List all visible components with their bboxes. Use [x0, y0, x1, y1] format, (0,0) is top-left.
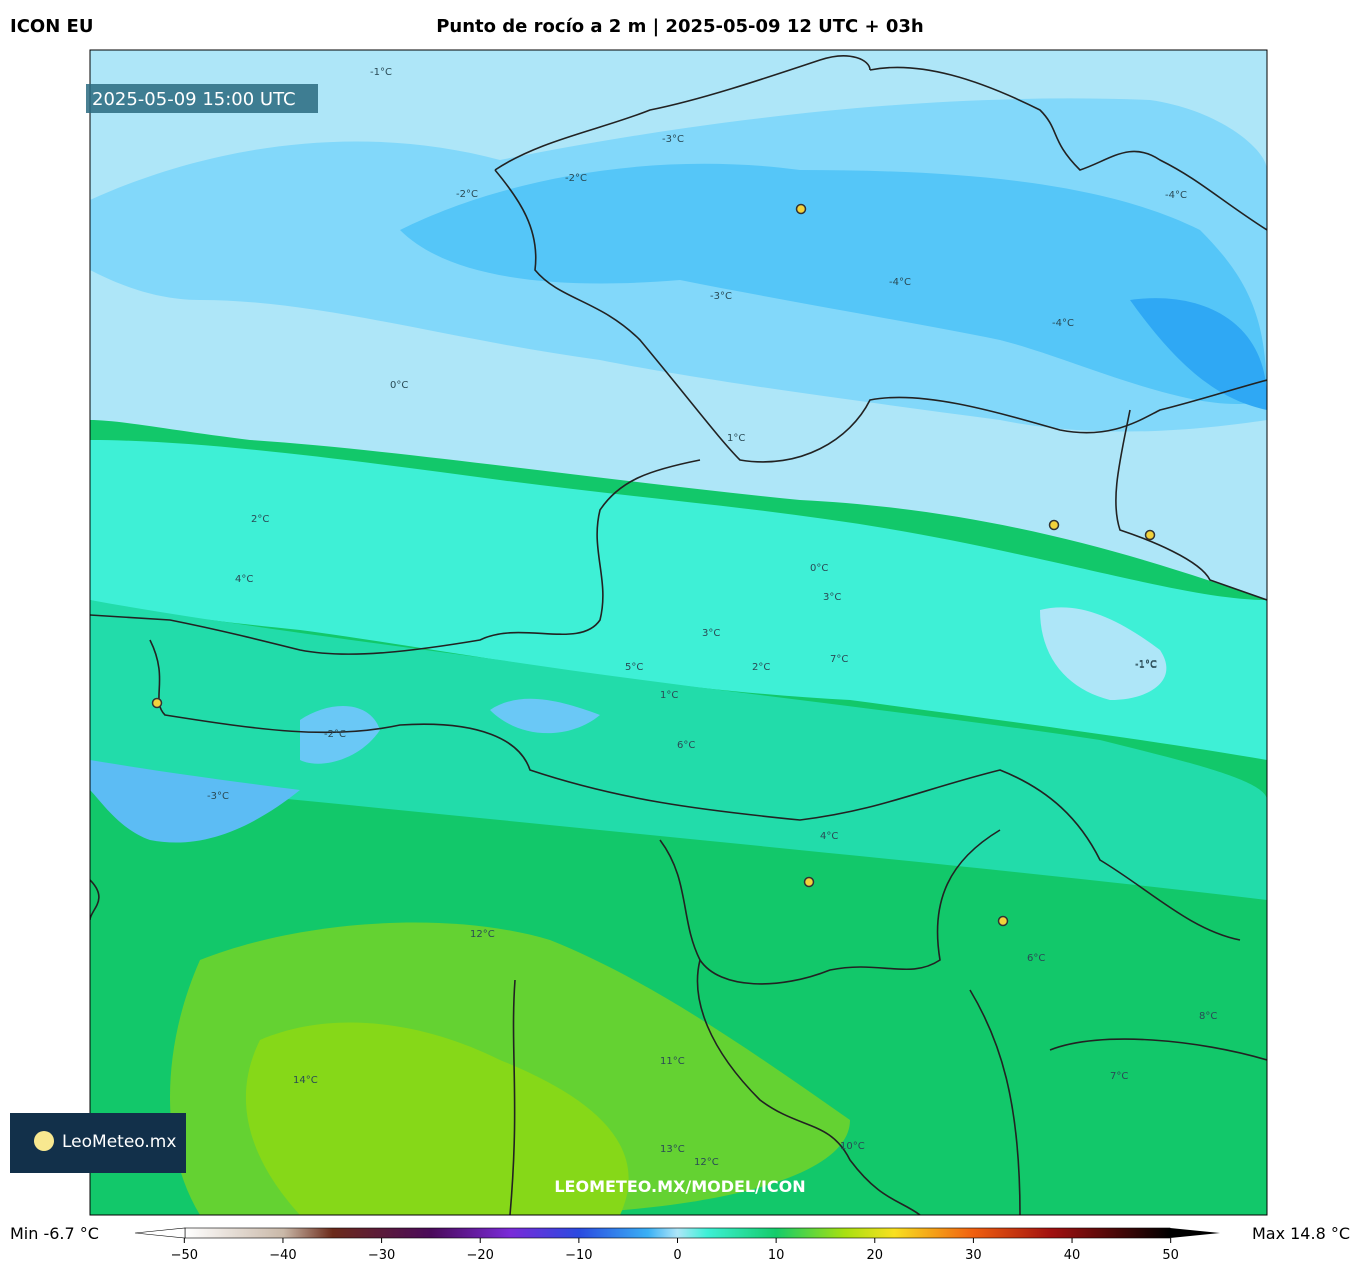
colorbar-tick-label: −50 [171, 1248, 198, 1263]
colorbar-bar [184, 1227, 1171, 1239]
city [803, 876, 815, 888]
contour-label: 4°C [820, 831, 838, 842]
contour-label: 2°C [251, 514, 269, 525]
contour-label: 1°C [660, 690, 678, 701]
contour-label: -2°C [324, 729, 346, 740]
contour-label: -4°C [889, 277, 911, 288]
contour-label: 6°C [1027, 953, 1045, 964]
contour-labels: -1°C -2°C -3°C -3°C -4°C -4°C -4°C -2°C 0°C 1°C 0°… [207, 67, 1217, 1168]
borders [90, 55, 1267, 1215]
contour-label: -3°C [207, 791, 229, 802]
city [151, 697, 163, 709]
contour-label: 6°C [677, 740, 695, 751]
contour-label: -1°C [370, 67, 392, 78]
colorbar-tick-label: 30 [965, 1248, 982, 1263]
contour-label: -3°C [662, 134, 684, 145]
contour-label: 11°C [660, 1056, 685, 1067]
city [997, 915, 1009, 927]
zone-alps-peaks [300, 698, 600, 764]
zone-east-light [1040, 607, 1167, 700]
contour-label: -3°C [710, 291, 732, 302]
colorbar-tick-label: −10 [565, 1248, 592, 1263]
contour-label: -2°C [565, 173, 587, 184]
contour-label: 7°C [1110, 1071, 1128, 1082]
map: -1°C -2°C -3°C -3°C -4°C -4°C -4°C -2°C 0°C 1°C 0°… [90, 50, 1267, 1215]
watermark: LEOMETEO.MX/MODEL/ICON [554, 1177, 805, 1196]
contour-label: 0°C [390, 380, 408, 391]
city [795, 203, 807, 215]
colorbar-tick-label: −40 [269, 1248, 296, 1263]
contour-label: -1°C [1135, 660, 1157, 671]
zone-teal [90, 600, 1267, 900]
colorbar-tick-label: 20 [866, 1248, 883, 1263]
colorbar-tick-label: −20 [467, 1248, 494, 1263]
logo-sun [34, 1131, 54, 1151]
contour-label: -1°C [1135, 659, 1157, 670]
zone-alps-blue [90, 760, 300, 843]
zone-dark-blue [1130, 298, 1267, 410]
contour-label: 13°C [660, 1144, 685, 1155]
contour-label: 1°C [727, 433, 745, 444]
colorbar-tick-label: 0 [673, 1248, 681, 1263]
contour-label: 8°C [1199, 1011, 1217, 1022]
contour-label: 10°C [840, 1141, 865, 1152]
time-box [86, 84, 318, 113]
contour-label: -4°C [1165, 190, 1187, 201]
contour-label: -2°C [456, 189, 478, 200]
city [1048, 519, 1060, 531]
colorbar-max-arrow [1170, 1228, 1220, 1238]
min-label: Min -6.7 °C [10, 1224, 99, 1243]
map-frame [89, 49, 1268, 1216]
contour-label: 5°C [625, 662, 643, 673]
contour-label: 14°C [293, 1075, 318, 1086]
zone-yellow-green [245, 1022, 629, 1215]
colorbar-tick-label: 40 [1064, 1248, 1081, 1263]
contour-label: 12°C [694, 1157, 719, 1168]
city [1144, 529, 1156, 541]
colorbar: −50 −40 −30 −20 −10 0 10 20 30 40 50 [134, 1227, 1220, 1263]
contour-label: 7°C [830, 654, 848, 665]
zone-mid-blue [400, 163, 1267, 405]
colorbar-tick-label: −30 [368, 1248, 395, 1263]
contour-label: 2°C [752, 662, 770, 673]
contour-label: 0°C [810, 563, 828, 574]
cities [151, 203, 1156, 927]
contour-label: 3°C [702, 628, 720, 639]
model-name: ICON EU [10, 16, 93, 37]
contour-label: 12°C [470, 929, 495, 940]
contour-label: 3°C [823, 592, 841, 603]
title: Punto de rocío a 2 m | 2025-05-09 12 UTC… [436, 16, 924, 37]
contour-label: -4°C [1052, 318, 1074, 329]
max-label: Max 14.8 °C [1252, 1224, 1350, 1243]
logo: LeoMeteo.mx [62, 1132, 176, 1152]
colorbar-tick-label: 10 [768, 1248, 785, 1263]
colorbar-min-arrow [134, 1227, 186, 1239]
valid-time: 2025-05-09 15:00 UTC [92, 89, 296, 110]
colorbar-tick-label: 50 [1162, 1248, 1179, 1263]
contour-label: 4°C [235, 574, 253, 585]
zone-cyan [90, 440, 1267, 760]
